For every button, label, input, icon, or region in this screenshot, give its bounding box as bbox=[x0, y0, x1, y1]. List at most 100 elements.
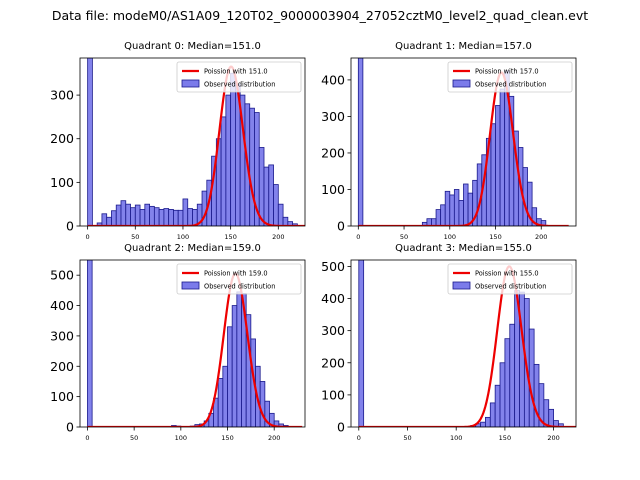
histogram-bar bbox=[358, 260, 365, 427]
histogram-bar bbox=[485, 416, 491, 427]
legend-curve-label: Poission with 151.0 bbox=[204, 68, 268, 76]
histogram-bar bbox=[548, 408, 554, 427]
axes-frame bbox=[79, 57, 306, 227]
x-tick-label: 50 bbox=[130, 434, 138, 442]
histogram-bar bbox=[227, 326, 233, 427]
histogram-bar bbox=[527, 181, 533, 226]
legend: Poission with 159.0 Observed distribution bbox=[176, 263, 302, 295]
legend-box bbox=[447, 61, 573, 93]
quadrant-1-chart: 0 50 100 150 200 0 100 200 300 400 Quadrant 1: Med… bbox=[321, 41, 577, 241]
x-tick-label: 50 bbox=[400, 233, 408, 241]
y-tick-label: 0 bbox=[337, 420, 345, 435]
legend-bar-label: Observed distribution bbox=[475, 81, 546, 89]
histogram-bar bbox=[101, 213, 108, 226]
figure-suptitle: Data file: modeM0/AS1A09_120T02_90000039… bbox=[52, 8, 588, 23]
histogram-bar bbox=[222, 365, 228, 427]
poisson-curve bbox=[358, 265, 576, 427]
histogram-bar bbox=[134, 204, 141, 226]
histogram-bar bbox=[449, 194, 455, 226]
legend-curve-label: Poission with 159.0 bbox=[204, 270, 268, 278]
x-tick-label: 100 bbox=[450, 434, 462, 442]
axes-frame bbox=[79, 259, 306, 428]
axes-frame bbox=[350, 57, 577, 227]
histogram-bar bbox=[168, 209, 174, 226]
legend-curve-label: Poission with 155.0 bbox=[475, 270, 539, 278]
y-tick-label: 200 bbox=[50, 131, 74, 146]
histogram-bar bbox=[540, 220, 547, 226]
histogram-bar bbox=[115, 204, 122, 226]
legend-bar-label: Observed distribution bbox=[204, 283, 275, 291]
histogram-bar bbox=[490, 123, 496, 226]
y-tick-label: 400 bbox=[321, 72, 345, 87]
histogram-bar bbox=[528, 328, 535, 427]
histogram-bar bbox=[273, 184, 279, 226]
legend-bar-label: Observed distribution bbox=[204, 81, 275, 89]
x-tick-label: 50 bbox=[131, 233, 139, 241]
quadrant-0-chart: 0 50 100 150 200 0 100 200 300 Quadrant 0: Median… bbox=[50, 41, 306, 241]
histogram-bar bbox=[463, 183, 469, 226]
histogram-bar bbox=[531, 207, 538, 226]
x-tick-label: 0 bbox=[357, 434, 361, 442]
x-tick-label: 0 bbox=[85, 434, 89, 442]
legend-bar-swatch bbox=[181, 281, 200, 290]
histogram-bar bbox=[220, 116, 227, 226]
histogram-bar bbox=[125, 203, 131, 226]
x-tick-label: 200 bbox=[268, 434, 280, 442]
histogram-bar bbox=[499, 88, 506, 226]
legend-bar-swatch bbox=[452, 79, 471, 88]
axes-frame bbox=[350, 259, 577, 428]
quadrant-0-title: Quadrant 0: Median=151.0 bbox=[124, 41, 261, 52]
histogram-bar bbox=[187, 208, 193, 226]
histogram-bar bbox=[259, 381, 266, 427]
histogram-bar bbox=[458, 200, 464, 226]
x-tick-label: 150 bbox=[224, 233, 236, 241]
histogram-bar bbox=[225, 94, 232, 226]
histogram-bar bbox=[480, 421, 486, 427]
quadrant-3-title: Quadrant 3: Median=155.0 bbox=[395, 243, 532, 254]
histogram-bar bbox=[504, 338, 511, 427]
x-tick-label: 0 bbox=[86, 233, 90, 241]
quadrant-2-chart: 0 50 100 150 200 0 100 200 300 400 500 Quadrant 2: … bbox=[50, 243, 306, 442]
y-tick-label: 500 bbox=[321, 259, 345, 274]
y-tick-label: 400 bbox=[50, 298, 74, 313]
histogram-bar bbox=[139, 209, 146, 226]
histogram-bar bbox=[144, 203, 150, 226]
x-tick-label: 150 bbox=[221, 434, 233, 442]
legend-bar-label: Observed distribution bbox=[475, 283, 546, 291]
x-tick-label: 200 bbox=[535, 233, 547, 241]
x-tick-label: 150 bbox=[489, 233, 501, 241]
legend-bar-swatch bbox=[181, 79, 200, 88]
quadrant-0-plot-area bbox=[87, 58, 305, 226]
histogram-bar bbox=[217, 378, 224, 427]
legend-bar-swatch bbox=[452, 281, 471, 290]
y-tick-label: 300 bbox=[50, 88, 74, 103]
histogram-bar bbox=[231, 305, 238, 427]
x-tick-label: 200 bbox=[547, 434, 559, 442]
legend: Poission with 155.0 Observed distribution bbox=[447, 263, 573, 295]
histogram-bar bbox=[149, 205, 155, 226]
histogram-bar bbox=[499, 362, 506, 427]
poisson-curve bbox=[87, 65, 305, 226]
legend-box bbox=[176, 61, 302, 93]
histogram-bar bbox=[440, 204, 446, 226]
histogram-bar bbox=[111, 210, 117, 226]
histogram-bar bbox=[277, 203, 284, 226]
histogram-bar bbox=[453, 189, 460, 226]
y-tick-label: 500 bbox=[50, 268, 74, 283]
x-tick-label: 200 bbox=[272, 233, 284, 241]
y-tick-label: 100 bbox=[321, 387, 345, 402]
histogram-bar bbox=[282, 216, 289, 226]
histogram-bar bbox=[249, 107, 255, 226]
legend-curve-label: Poission with 157.0 bbox=[475, 68, 539, 76]
histogram-bar bbox=[153, 207, 160, 226]
y-tick-label: 0 bbox=[66, 420, 74, 435]
y-tick-label: 0 bbox=[66, 219, 74, 234]
histogram-bar bbox=[494, 384, 501, 427]
x-tick-label: 150 bbox=[499, 434, 511, 442]
y-tick-label: 200 bbox=[50, 359, 74, 374]
histogram-bar bbox=[444, 190, 451, 226]
histogram-bar bbox=[106, 216, 112, 226]
quadrant-2-title: Quadrant 2: Median=159.0 bbox=[124, 243, 261, 254]
histogram-bar bbox=[435, 209, 442, 226]
